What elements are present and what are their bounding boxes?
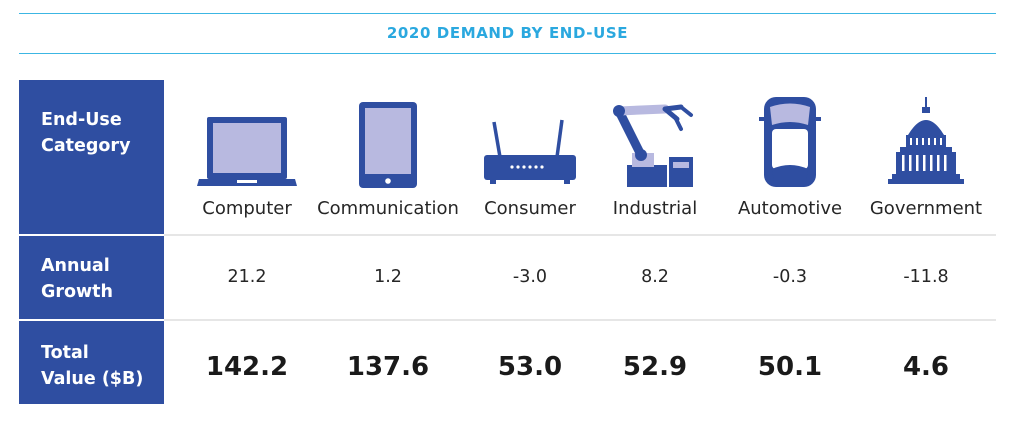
robot-arm-icon <box>577 95 733 190</box>
row-header-total: Total Value ($B) <box>19 321 164 404</box>
growth-value: -0.3 <box>772 267 808 287</box>
row-divider <box>164 234 996 236</box>
growth-value: -11.8 <box>903 267 949 287</box>
car-icon <box>712 95 868 190</box>
laptop-icon <box>169 95 325 190</box>
row-header-growth-line1: Annual <box>41 256 110 276</box>
row-header-category: End-Use Category <box>19 80 164 234</box>
router-icon <box>452 95 608 190</box>
total-value: 137.6 <box>346 352 430 382</box>
total-value: 142.2 <box>205 352 289 382</box>
total-value: 4.6 <box>902 352 950 382</box>
row-header-total-line2: Value ($B) <box>41 369 144 389</box>
column-label: Computer <box>202 198 292 219</box>
column-label: Consumer <box>484 198 576 219</box>
capitol-icon <box>848 95 1004 190</box>
growth-value: 1.2 <box>374 267 402 287</box>
row-header-growth-line2: Growth <box>41 282 114 302</box>
row-header-growth: Annual Growth <box>19 236 164 319</box>
tablet-icon <box>310 95 466 190</box>
row-header-category-line1: End-Use <box>41 110 122 130</box>
row-divider <box>164 319 996 321</box>
column-label: Industrial <box>612 198 698 219</box>
column-label: Government <box>869 198 983 219</box>
growth-value: 8.2 <box>641 267 669 287</box>
top-rule <box>19 13 996 14</box>
growth-value: 21.2 <box>227 267 267 287</box>
column-label: Automotive <box>737 198 843 219</box>
growth-value: -3.0 <box>512 267 548 287</box>
column-label: Communication <box>317 198 459 219</box>
row-header-total-line1: Total <box>41 343 89 363</box>
row-header-category-line2: Category <box>41 136 131 156</box>
table-title: 2020 DEMAND BY END-USE <box>386 24 629 42</box>
total-value: 50.1 <box>757 352 823 382</box>
total-value: 52.9 <box>622 352 688 382</box>
title-rule <box>19 53 996 54</box>
total-value: 53.0 <box>497 352 563 382</box>
